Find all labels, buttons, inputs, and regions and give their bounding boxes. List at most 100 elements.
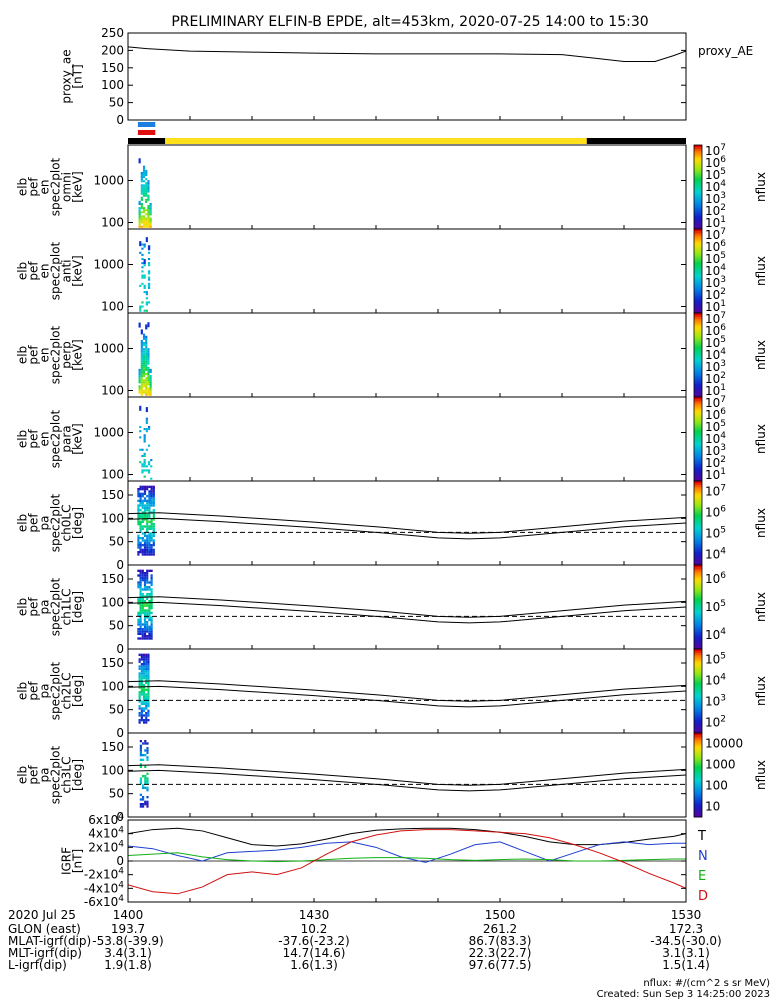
en_omni-cell: [145, 198, 148, 201]
pa_ch3-cell: [146, 742, 149, 745]
en_omni-colorbar-cell: [694, 216, 702, 219]
pa_ch1-cell: [143, 625, 147, 628]
pa_ch0-cell: [137, 546, 140, 549]
pa_ch1-cell: [139, 614, 142, 617]
en_perp-colorbar-cell: [694, 334, 702, 337]
en_omni-cell: [142, 223, 146, 226]
pa_ch2-cell: [140, 714, 143, 717]
pa_ch0-cell: [139, 497, 142, 500]
pa_ch0-cell: [152, 516, 155, 519]
en_perp-cell: [142, 341, 146, 345]
pa_ch3-cell: [144, 749, 147, 752]
en_omni-cell: [138, 207, 141, 210]
pa_ch0-cell: [143, 534, 147, 537]
en_para-colorbar-cell: [694, 415, 702, 419]
pa_ch0-cell: [137, 495, 140, 498]
en_para-colorbar-cell: [694, 430, 702, 434]
en_omni-cell: [140, 198, 143, 201]
en_para-cell: [143, 452, 146, 455]
en_perp-cell: [140, 379, 143, 382]
en_perp-cell: [149, 383, 152, 386]
pa_ch0-cell: [137, 511, 140, 514]
en_omni-cell: [138, 158, 141, 164]
pa_ch0-cell: [146, 520, 149, 523]
pa_ch2-cell: [147, 691, 150, 694]
en_para-cell: [147, 444, 151, 447]
pa_ch1-cell: [137, 630, 140, 633]
pa_ch3-colorbar-cell: [694, 754, 702, 757]
en_perp-cell: [147, 381, 150, 384]
pa_ch0-cell: [143, 504, 147, 507]
plot-title: PRELIMINARY ELFIN-B EPDE, alt=453km, 202…: [171, 14, 648, 30]
pa_ch0-cell: [143, 553, 147, 556]
pa_ch3-cell: [146, 779, 149, 782]
en_omni-cell: [145, 182, 148, 185]
en_para-colorbar-cell: [694, 470, 702, 474]
en_perp-colorbar-cell: [694, 376, 702, 379]
pa_ch2-colorbar-cell: [694, 657, 702, 660]
en_omni-cell: [140, 207, 143, 210]
pa_ch3-colorbar-cell: [694, 762, 702, 765]
pa_ch0-cell: [148, 525, 151, 528]
en_perp-colorbar-cell: [694, 313, 702, 316]
pa_ch0-cell: [141, 525, 144, 528]
en_anti-colorbar-cell: [694, 306, 702, 310]
pa_ch1-colorbar-label: nflux: [754, 592, 768, 622]
pa_ch0-cell: [141, 511, 144, 514]
en_anti-ytick-label: 100: [101, 299, 124, 313]
en_para-cell: [139, 461, 142, 464]
en_anti-colorbar-cell: [694, 308, 702, 312]
en_perp-cell: [147, 370, 150, 374]
en_omni-colorbar-cell: [694, 189, 702, 192]
en_omni-colorbar-cell: [694, 210, 702, 213]
pa_ch0-cell: [148, 516, 151, 519]
pa_ch2-colorbar-cell: [694, 718, 702, 721]
en_omni-cell: [142, 194, 146, 197]
pa_ch1-cell: [141, 597, 144, 600]
en_para-cell: [143, 465, 146, 468]
pa_ch0-cell: [148, 541, 151, 544]
en_para-colorbar-cell: [694, 420, 702, 423]
en_omni-cell: [147, 213, 150, 216]
en_omni-cell: [145, 188, 148, 191]
pa_ch0-cell: [141, 551, 144, 554]
en_perp-colorbar-label: nflux: [754, 340, 768, 370]
pa_ch0-cell: [141, 539, 144, 542]
pa_ch2-colorbar-cell: [694, 651, 702, 654]
en_perp-cell: [142, 344, 146, 347]
pa_ch0-colorbar-cell: [694, 504, 702, 507]
en_perp-cell: [140, 364, 143, 367]
pa_ch3-cell: [146, 747, 149, 750]
pa_ch2-cell: [147, 705, 150, 708]
pa_ch0-cell: [148, 520, 151, 523]
pa_ch0-ytick-label: 150: [101, 488, 124, 502]
pa_ch3-colorbar-tick: 1000: [705, 758, 736, 772]
pa_ch0-cell: [150, 532, 153, 535]
en_perp-cell: [145, 385, 148, 388]
igrf-ytick-label: 2x104: [88, 839, 124, 854]
pa_ch1-colorbar-cell: [694, 602, 702, 606]
pa_ch0-cell: [146, 546, 149, 549]
pa_ch2-cell: [147, 672, 150, 675]
pa_ch0-cell: [143, 499, 147, 502]
en_perp-frame: [127, 312, 687, 398]
pa_ch1-colorbar-cell: [694, 579, 702, 583]
pa_ch3-ylabel: spec2plot: [49, 745, 63, 804]
pa_ch2-colorbar-cell: [694, 726, 702, 730]
en_anti-colorbar-cell: [694, 239, 702, 243]
pa_ch0-cell: [148, 485, 151, 488]
en_para-cell: [141, 448, 144, 451]
en_para-colorbar-cell: [694, 401, 702, 404]
en_omni-colorbar-cell: [694, 178, 702, 182]
en_perp-colorbar-cell: [694, 355, 702, 358]
pa_ch1-colorbar-cell: [694, 619, 702, 623]
pa_ch2-cell: [142, 670, 146, 673]
pa_ch3-colorbar-cell: [694, 733, 702, 736]
pa_ch0-cell: [146, 513, 149, 516]
pa_ch3-cell: [141, 758, 145, 761]
en_perp-cell: [140, 387, 143, 390]
en_perp-cell: [145, 339, 148, 342]
pa_ch2-cell: [140, 656, 143, 659]
pa_ch0-cell: [139, 502, 142, 505]
pa_ch0-cell: [139, 504, 142, 507]
